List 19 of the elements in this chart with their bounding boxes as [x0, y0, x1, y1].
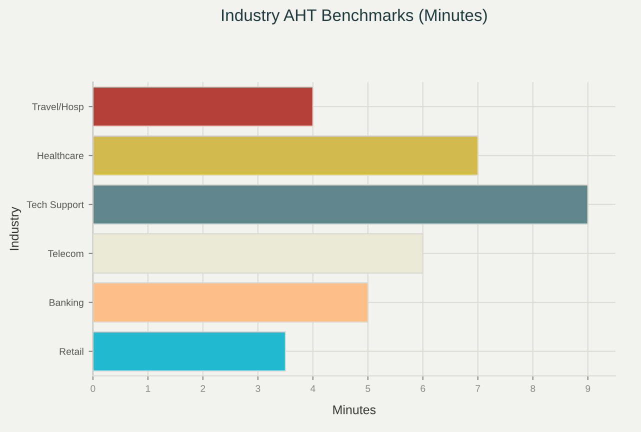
- y-tick-label: Travel/Hosp: [32, 103, 84, 112]
- x-tick-label: 2: [200, 385, 206, 392]
- y-axis-title: Industry: [9, 206, 22, 250]
- x-tick-label: 7: [476, 385, 480, 392]
- x-tick-label: 4: [310, 385, 316, 392]
- y-tick-label: Telecom: [48, 250, 84, 258]
- x-tick-label: 6: [420, 385, 426, 392]
- y-tick-label: Retail: [60, 348, 84, 355]
- x-tick-label: 9: [586, 385, 590, 392]
- x-tick-label: 5: [366, 385, 370, 392]
- x-axis-title: Minutes: [333, 405, 376, 414]
- x-tick-label: 8: [530, 385, 536, 392]
- y-tick-label: Banking: [50, 298, 84, 308]
- x-tick-label: 0: [90, 385, 96, 392]
- y-tick-label: Tech Support: [26, 200, 84, 210]
- chart-title: Industry AHT Benchmarks (Minutes): [222, 8, 487, 24]
- y-tick-label: Healthcare: [38, 152, 84, 160]
- x-tick-label: 3: [256, 385, 260, 392]
- x-tick-label: 1: [146, 385, 150, 392]
